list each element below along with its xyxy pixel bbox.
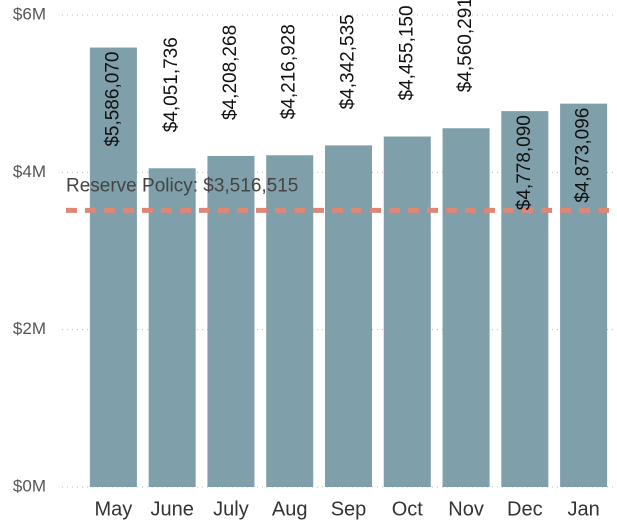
y-tick-label: $0M <box>13 476 46 495</box>
data-label: $4,051,736 <box>161 37 182 132</box>
x-tick-label: Sep <box>331 498 367 520</box>
data-label: $5,586,070 <box>102 52 123 147</box>
bar <box>383 136 431 487</box>
y-tick-label: $2M <box>13 319 46 338</box>
data-label: $4,778,090 <box>514 115 535 210</box>
data-label: $4,560,291 <box>455 0 476 92</box>
x-tick-label: Jan <box>567 498 599 520</box>
x-tick-label: July <box>213 498 249 520</box>
bar <box>501 111 549 487</box>
data-label: $4,216,928 <box>279 24 300 119</box>
bar <box>442 128 490 487</box>
y-tick-label: $6M <box>13 4 46 23</box>
data-label: $4,208,268 <box>220 25 241 120</box>
x-tick-label: Dec <box>507 498 543 520</box>
x-tick-label: Oct <box>392 498 424 520</box>
data-label: $4,873,096 <box>573 108 594 203</box>
reference-label: Reserve Policy: $3,516,515 <box>66 175 298 196</box>
bar <box>324 145 373 487</box>
bar <box>560 103 608 487</box>
bar <box>266 155 314 488</box>
x-tick-label: Aug <box>272 498 308 520</box>
x-tick-label: June <box>150 498 193 520</box>
bar <box>207 155 255 487</box>
x-tick-label: Nov <box>448 498 484 520</box>
data-label: $4,455,150 <box>396 5 417 100</box>
bar <box>148 168 196 487</box>
y-tick-label: $4M <box>13 162 46 181</box>
bar <box>89 47 137 487</box>
x-tick-label: May <box>94 498 132 520</box>
data-label: $4,342,535 <box>338 14 359 109</box>
